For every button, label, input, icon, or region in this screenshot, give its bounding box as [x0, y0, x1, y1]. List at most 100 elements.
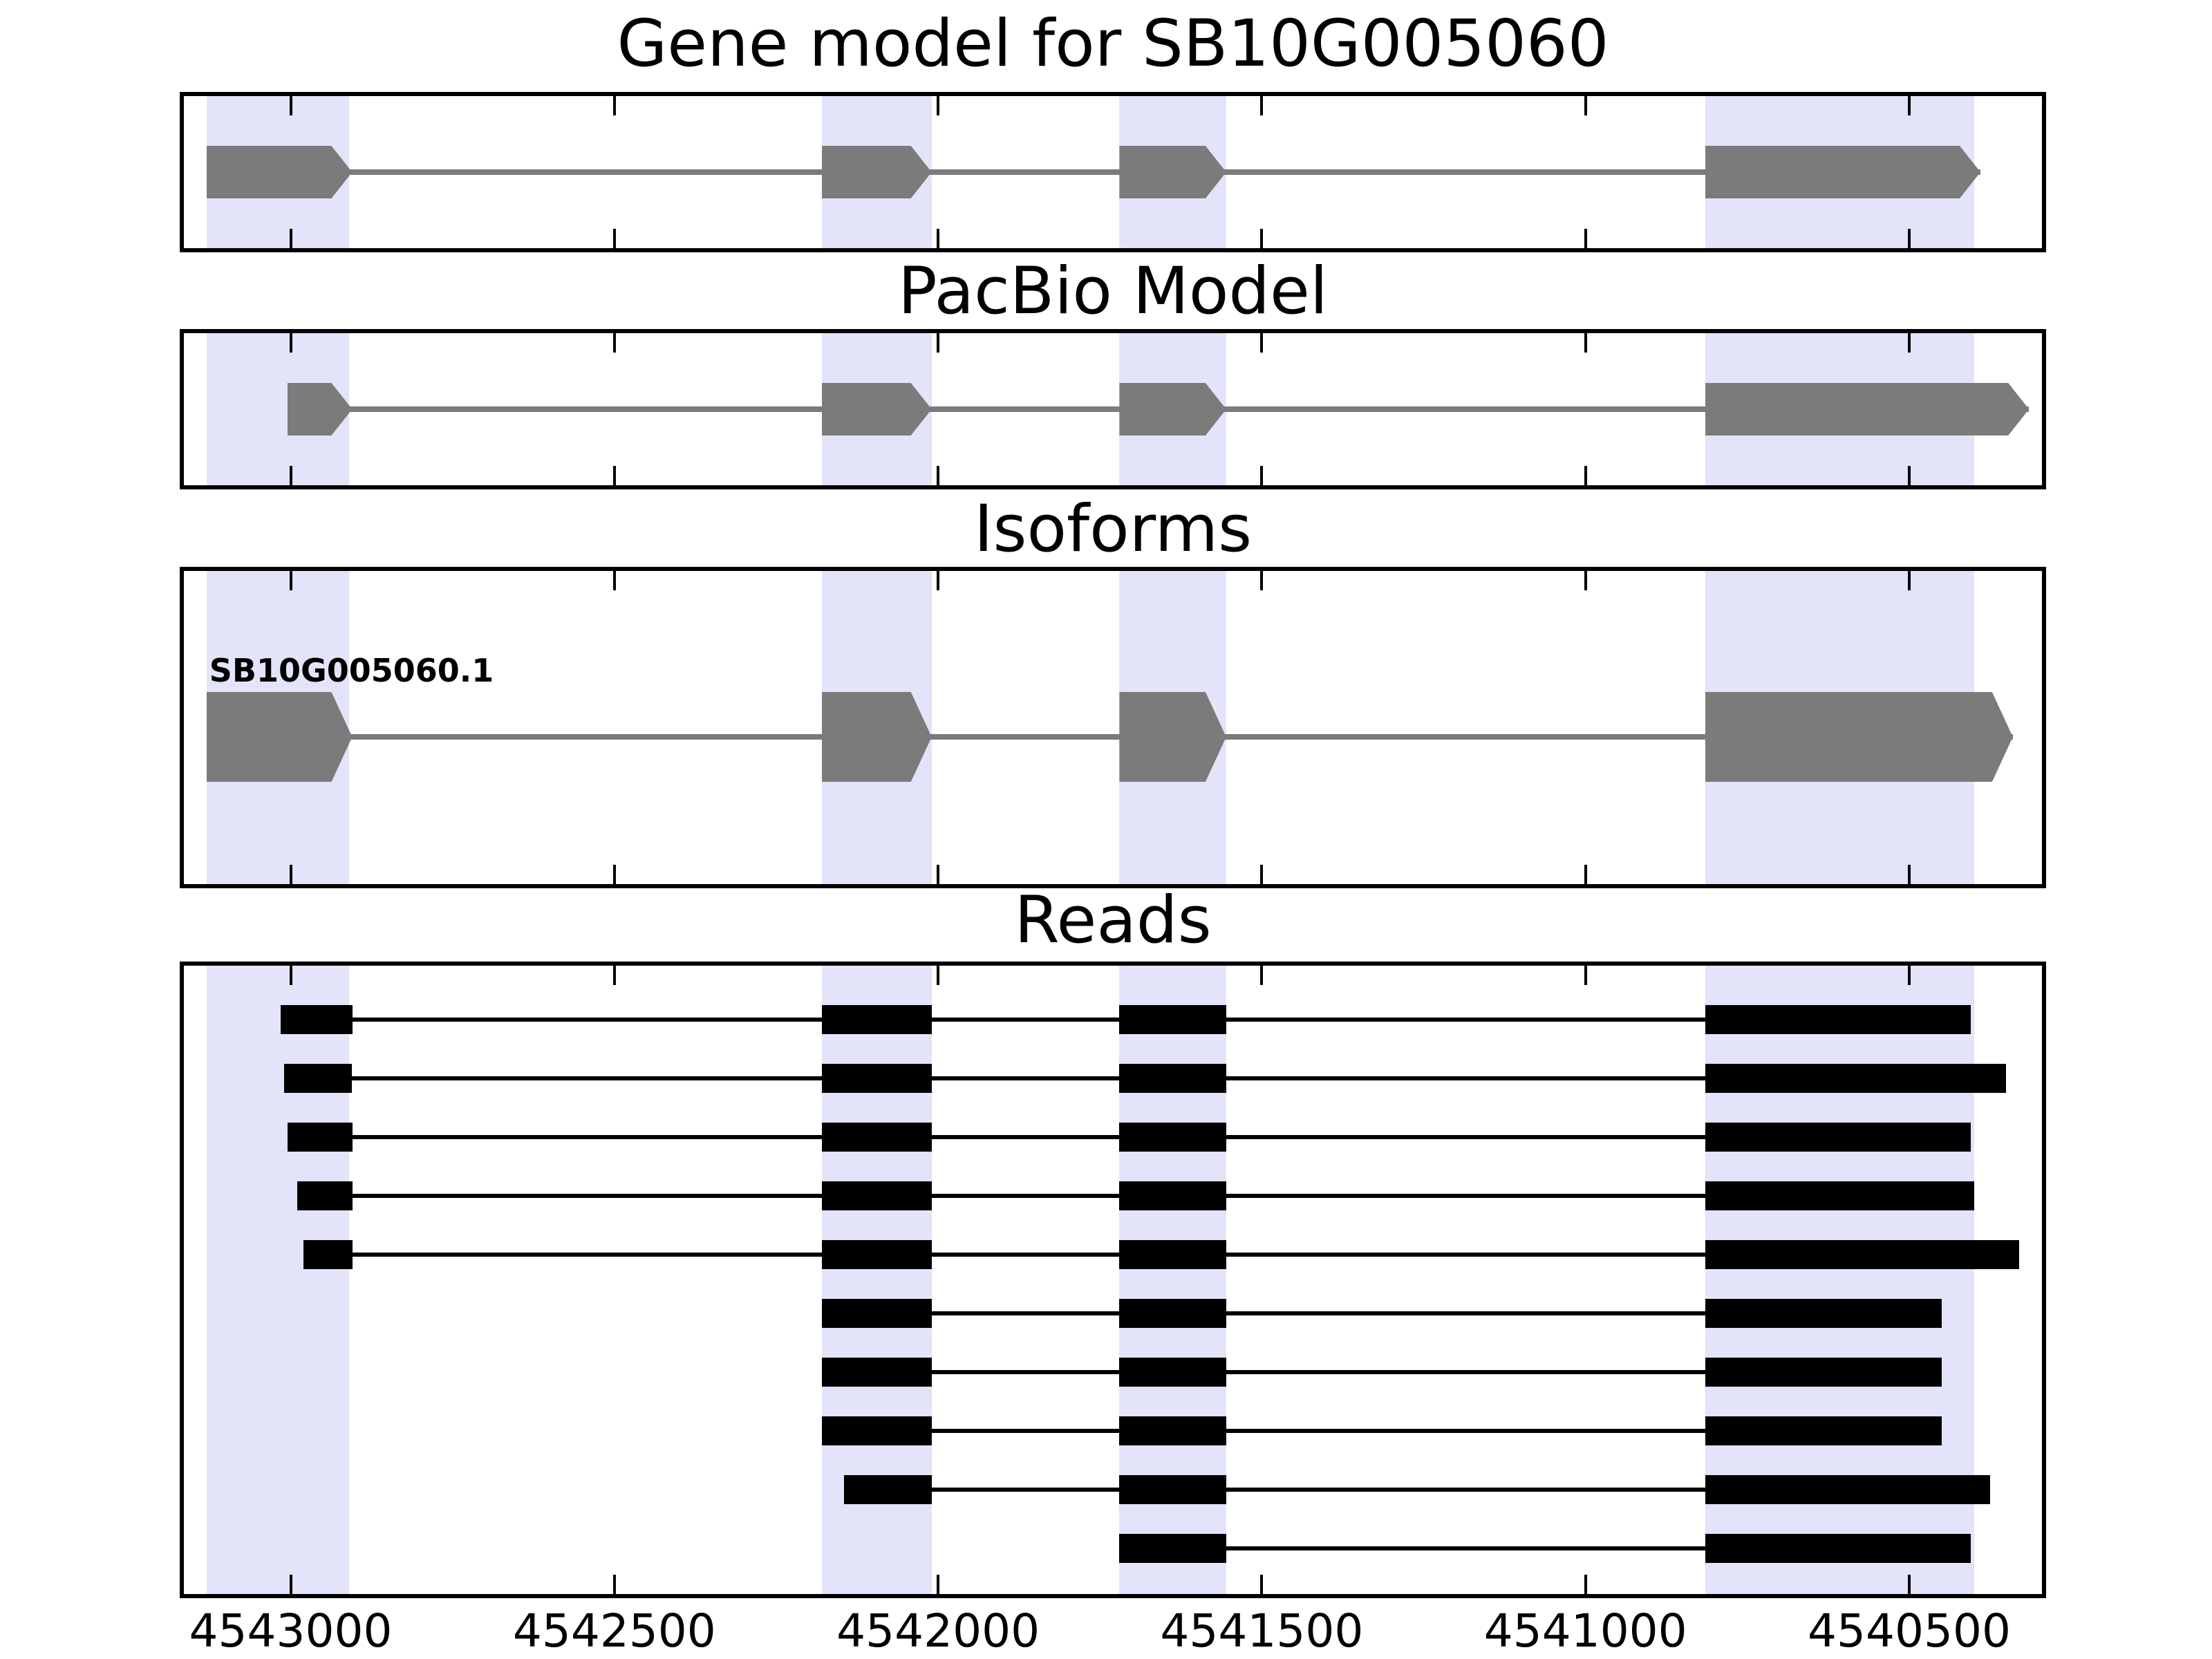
axis-tick-mark	[289, 333, 292, 353]
read-exon-box	[1705, 1534, 1971, 1563]
axis-tick-mark	[289, 571, 292, 590]
axis-tick-mark	[937, 865, 940, 884]
read-exon-box	[1705, 1005, 1971, 1034]
exon-arrow-shape	[207, 146, 353, 198]
axis-tick-mark	[1260, 966, 1264, 985]
read-exon-box	[1119, 1123, 1226, 1152]
exon-arrow-shape	[207, 692, 353, 782]
x-tick-label: 4541500	[1160, 1604, 1364, 1658]
axis-tick-mark	[289, 466, 292, 485]
x-tick-label: 4541000	[1483, 1604, 1687, 1658]
read-exon-box	[1705, 1123, 1971, 1152]
exon-arrow-shape	[1119, 383, 1226, 435]
read-exon-box	[1705, 1240, 2020, 1269]
panel-title-gene-model: Gene model for SB10G005060	[617, 6, 1609, 82]
read-connector-line	[844, 1488, 1991, 1492]
axis-tick-mark	[1908, 865, 1911, 884]
exon-arrow-shape	[1705, 383, 2029, 435]
panel-title-pacbio-model: PacBio Model	[898, 254, 1328, 329]
gene-model-track-panel	[180, 92, 2046, 252]
read-connector-line	[821, 1311, 1942, 1315]
read-exon-box	[821, 1005, 932, 1034]
axis-tick-mark	[1260, 229, 1264, 248]
axis-tick-mark	[612, 333, 616, 353]
read-exon-box	[1705, 1475, 1991, 1504]
read-connector-line	[821, 1370, 1942, 1374]
axis-tick-mark	[289, 865, 292, 884]
read-exon-box	[1705, 1064, 2007, 1093]
intron-line	[206, 169, 1980, 175]
reads-track-panel	[180, 962, 2046, 1598]
exon-arrow-shape	[1119, 146, 1226, 198]
panel-title-isoforms: Isoforms	[973, 491, 1253, 567]
axis-tick-mark	[612, 966, 616, 985]
read-exon-box	[1705, 1358, 1942, 1387]
read-exon-box	[844, 1475, 932, 1504]
read-exon-box	[1705, 1181, 1974, 1210]
axis-tick-mark	[1908, 96, 1911, 115]
exon-arrow-shape	[1119, 692, 1226, 782]
exon-arrow-shape	[822, 383, 932, 435]
read-exon-box	[1705, 1299, 1942, 1328]
axis-tick-mark	[937, 1575, 940, 1594]
axis-tick-mark	[289, 96, 292, 115]
read-exon-box	[297, 1181, 353, 1210]
read-exon-box	[1119, 1534, 1226, 1563]
axis-tick-mark	[1584, 865, 1587, 884]
axis-tick-mark	[1584, 333, 1587, 353]
axis-tick-mark	[1260, 1575, 1264, 1594]
exon-arrow-shape	[1705, 692, 2013, 782]
axis-tick-mark	[612, 466, 616, 485]
exon-arrow-shape	[1705, 146, 1980, 198]
read-connector-line	[1119, 1546, 1971, 1550]
read-exon-box	[287, 1123, 353, 1152]
axis-tick-mark	[1584, 96, 1587, 115]
read-exon-box	[821, 1358, 932, 1387]
read-exon-box	[821, 1123, 932, 1152]
read-exon-box	[284, 1064, 353, 1093]
axis-tick-mark	[289, 1575, 292, 1594]
axis-tick-mark	[612, 865, 616, 884]
axis-tick-mark	[612, 96, 616, 115]
read-exon-box	[821, 1064, 932, 1093]
read-exon-box	[1119, 1299, 1226, 1328]
axis-tick-mark	[289, 229, 292, 248]
read-exon-box	[303, 1240, 353, 1269]
read-exon-box	[1705, 1416, 1942, 1445]
axis-tick-mark	[1584, 1575, 1587, 1594]
axis-tick-mark	[1908, 1575, 1911, 1594]
axis-tick-mark	[937, 466, 940, 485]
axis-tick-mark	[1584, 571, 1587, 590]
axis-tick-mark	[289, 966, 292, 985]
intron-line	[206, 734, 2013, 740]
isoforms-track-panel: SB10G005060.1	[180, 567, 2046, 888]
axis-tick-mark	[937, 333, 940, 353]
read-exon-box	[1119, 1240, 1226, 1269]
panel-title-reads: Reads	[1014, 883, 1212, 958]
axis-tick-mark	[1908, 466, 1911, 485]
read-exon-box	[1119, 1475, 1226, 1504]
axis-tick-mark	[1260, 466, 1264, 485]
axis-tick-mark	[1584, 229, 1587, 248]
read-exon-box	[1119, 1358, 1226, 1387]
axis-tick-mark	[612, 571, 616, 590]
read-exon-box	[281, 1005, 353, 1034]
axis-tick-mark	[612, 1575, 616, 1594]
exon-highlight-band	[206, 966, 349, 1594]
x-tick-label: 4543000	[189, 1604, 393, 1658]
axis-tick-mark	[1260, 865, 1264, 884]
read-exon-box	[821, 1181, 932, 1210]
x-tick-label: 4540500	[1808, 1604, 2011, 1658]
axis-tick-mark	[1908, 333, 1911, 353]
axis-tick-mark	[1584, 966, 1587, 985]
axis-tick-mark	[1260, 571, 1264, 590]
axis-tick-mark	[612, 229, 616, 248]
pacbio-model-track-panel	[180, 329, 2046, 489]
axis-tick-mark	[1260, 96, 1264, 115]
read-connector-line	[821, 1429, 1942, 1433]
axis-tick-mark	[1908, 966, 1911, 985]
axis-tick-mark	[1584, 466, 1587, 485]
exon-arrow-shape	[822, 146, 932, 198]
axis-tick-mark	[1908, 571, 1911, 590]
x-tick-label: 4542500	[512, 1604, 716, 1658]
